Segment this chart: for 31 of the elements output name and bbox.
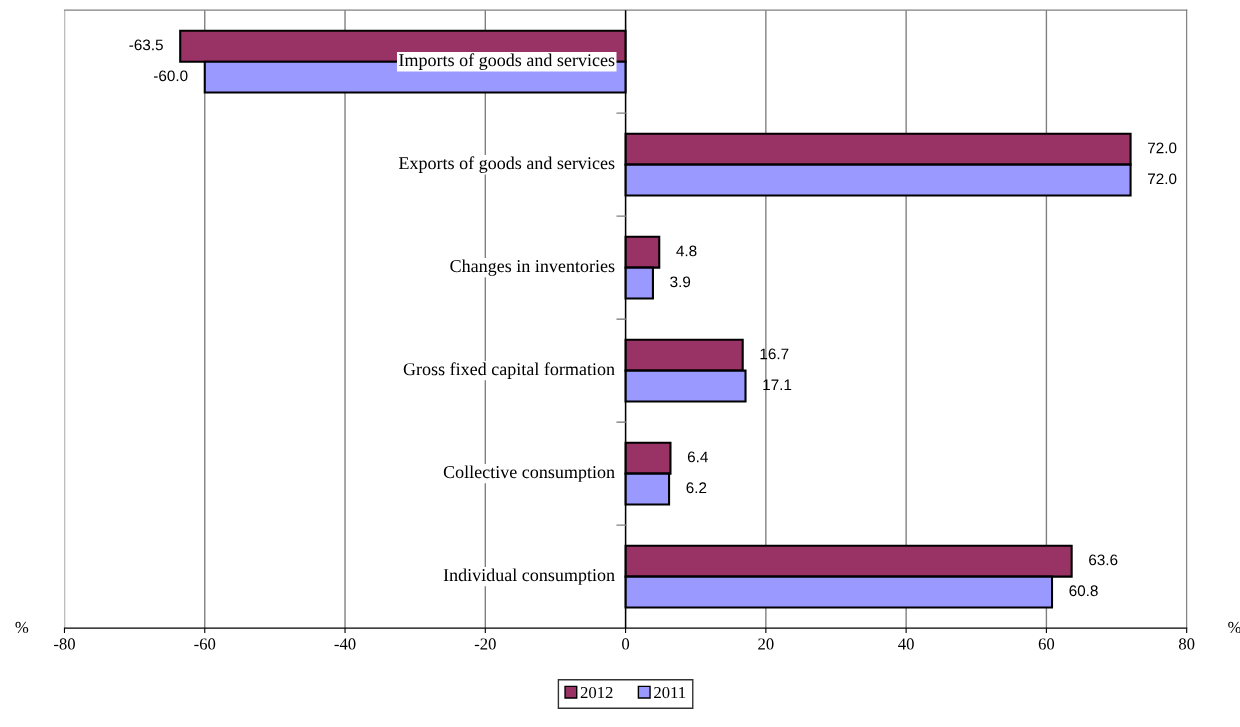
- data-label: -60.0: [153, 70, 188, 82]
- text: %: [15, 621, 29, 634]
- legend-label: 2012: [580, 686, 613, 699]
- x-tick-label: -60: [194, 638, 216, 650]
- data-label: 72.0: [1148, 173, 1177, 185]
- legend-label: 2011: [654, 686, 686, 699]
- x-tick-label: -20: [474, 638, 496, 650]
- text: %: [1228, 621, 1240, 634]
- x-tick-label: -80: [53, 638, 75, 650]
- y-tick-label: Exports of goods and services: [398, 156, 615, 173]
- data-label: 6.4: [687, 451, 708, 463]
- y-tick-label: Changes in inventories: [450, 259, 615, 276]
- y-tick-label: Imports of goods and services: [399, 53, 615, 70]
- data-label: 3.9: [670, 276, 691, 288]
- x-tick-label: 40: [898, 638, 914, 650]
- data-label: 6.2: [686, 482, 707, 494]
- x-tick-label: -40: [334, 638, 356, 650]
- data-label: 60.8: [1069, 585, 1098, 597]
- data-label: 17.1: [763, 379, 792, 391]
- x-tick-label: 0: [622, 638, 630, 650]
- x-tick-label: 80: [1178, 638, 1195, 650]
- y-tick-label: Collective consumption: [443, 465, 615, 482]
- y-tick-label: Individual consumption: [443, 568, 615, 585]
- x-tick-label: 20: [758, 638, 774, 650]
- data-label: 4.8: [676, 245, 697, 257]
- data-label: 16.7: [760, 348, 789, 360]
- data-label: 63.6: [1089, 554, 1118, 566]
- x-tick-label: 60: [1038, 638, 1055, 650]
- data-label: -63.5: [129, 39, 163, 51]
- data-label: 72.0: [1148, 142, 1177, 154]
- y-tick-label: Gross fixed capital formation: [403, 362, 615, 379]
